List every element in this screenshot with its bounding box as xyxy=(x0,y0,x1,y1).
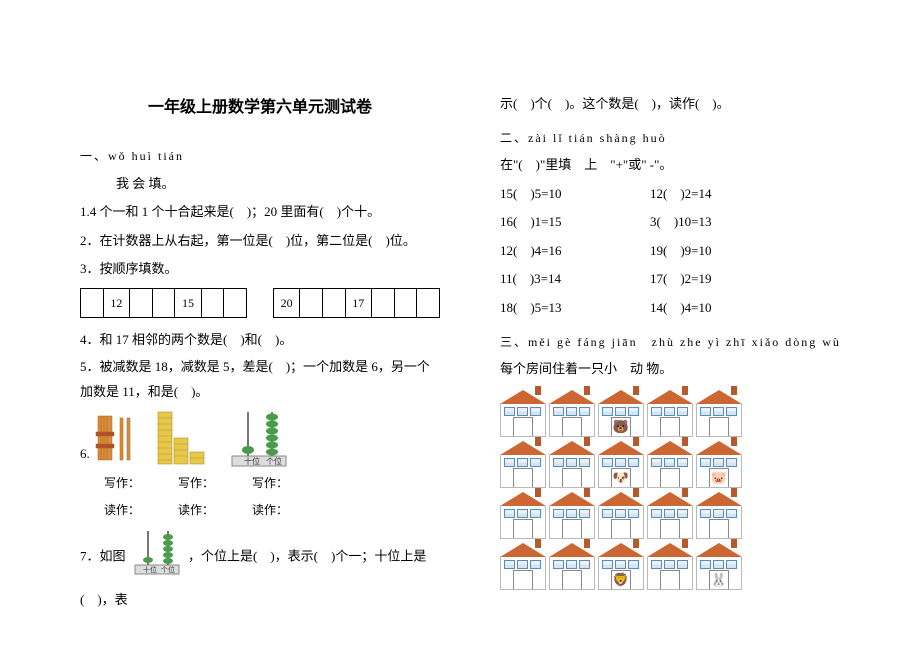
sequence-tables: 12 15 20 17 xyxy=(80,288,440,318)
seq1-cell xyxy=(152,288,175,317)
sequence-2: 20 17 xyxy=(273,288,440,318)
read-label: 读作： xyxy=(104,497,164,523)
eq: 17( )2=19 xyxy=(650,265,712,294)
eq: 16( )1=15 xyxy=(500,208,650,237)
seq2-cell xyxy=(371,288,394,317)
house-item xyxy=(549,441,595,489)
eq: 12( )2=14 xyxy=(650,180,712,209)
svg-text:个位: 个位 xyxy=(266,456,282,466)
eq: 11( )3=14 xyxy=(500,265,650,294)
q7-continued: 示( )个( )。这个数是( )，读作( )。 xyxy=(500,90,860,119)
house-item xyxy=(647,492,693,540)
eq: 14( )4=10 xyxy=(650,294,712,323)
seq1-cell xyxy=(201,288,224,317)
section1-pinyin: 一、wǒ huì tián xyxy=(80,143,440,169)
house-item xyxy=(647,441,693,489)
eq: 3( )10=13 xyxy=(650,208,712,237)
eq: 19( )9=10 xyxy=(650,237,712,266)
seq1-cell: 12 xyxy=(103,288,129,317)
house-item: 🐰 xyxy=(696,543,742,591)
blocks-icon xyxy=(156,408,212,468)
seq2-cell xyxy=(300,288,323,317)
house-item xyxy=(647,543,693,591)
seq1-cell: 15 xyxy=(175,288,201,317)
section2-label: 在"( )"里填 上 "+"或" -"。 xyxy=(500,151,860,180)
seq2-cell: 20 xyxy=(274,288,300,317)
write-label: 写作： xyxy=(104,470,164,496)
abacus-icon: 十位 个位 xyxy=(226,408,292,468)
house-grid: 🐻🐶 🐷 🦁 🐰 xyxy=(500,390,860,591)
q6-number: 6. xyxy=(80,440,90,469)
seq2-cell xyxy=(394,288,417,317)
seq1-cell xyxy=(81,288,104,317)
q7-prefix: 7．如图 xyxy=(80,548,126,563)
house-item: 🐶 xyxy=(598,441,644,489)
q5: 5．被减数是 18，减数是 5，差是( )；一个加数是 6，另一个加数是 11，… xyxy=(80,355,440,404)
q3: 3．按顺序填数。 xyxy=(80,255,440,284)
q4: 4．和 17 相邻的两个数是( )和( )。 xyxy=(80,326,440,355)
read-label: 读作： xyxy=(178,497,238,523)
svg-text:十位: 十位 xyxy=(143,565,157,574)
q1: 1.4 个一和 1 个十合起来是( )；20 里面有( )个十。 xyxy=(80,198,440,227)
house-item xyxy=(549,492,595,540)
section1-label: 我 会 填。 xyxy=(116,170,440,199)
read-label: 读作： xyxy=(252,497,312,523)
house-item: 🐷 xyxy=(696,441,742,489)
house-item xyxy=(549,543,595,591)
house-item xyxy=(500,543,546,591)
seq1-cell xyxy=(224,288,247,317)
sticks-icon xyxy=(94,408,142,468)
house-item: 🦁 xyxy=(598,543,644,591)
seq2-cell xyxy=(322,288,345,317)
house-item xyxy=(647,390,693,438)
write-label: 写作： xyxy=(252,470,312,496)
house-item xyxy=(696,390,742,438)
svg-text:个位: 个位 xyxy=(161,565,175,574)
right-column: 示( )个( )。这个数是( )，读作( )。 二、zài lǐ tián sh… xyxy=(500,90,860,614)
house-item xyxy=(500,441,546,489)
house-item xyxy=(598,492,644,540)
q6-images: 6. xyxy=(98,408,440,468)
house-item xyxy=(500,390,546,438)
seq2-cell xyxy=(417,288,440,317)
q7: 7．如图 十位 个位 ，个位上是( )，表示( )个一；十位上是( )，表 xyxy=(80,529,440,614)
abacus-small-icon: 十位 个位 xyxy=(131,529,183,586)
house-item xyxy=(696,492,742,540)
sequence-1: 12 15 xyxy=(80,288,247,318)
read-row: 读作： 读作： 读作： xyxy=(104,497,440,523)
section2-pinyin: 二、zài lǐ tián shàng huò xyxy=(500,125,860,151)
eq: 15( )5=10 xyxy=(500,180,650,209)
seq1-cell xyxy=(129,288,152,317)
eq: 12( )4=16 xyxy=(500,237,650,266)
q2: 2．在计数器上从右起，第一位是( )位，第二位是( )位。 xyxy=(80,227,440,256)
write-label: 写作： xyxy=(178,470,238,496)
section3-pinyin: 三、měi gè fáng jiān zhù zhe yì zhī xiǎo d… xyxy=(500,329,860,355)
write-row: 写作： 写作： 写作： xyxy=(104,470,440,496)
svg-text:十位: 十位 xyxy=(244,456,260,466)
house-item xyxy=(549,390,595,438)
document-title: 一年级上册数学第六单元测试卷 xyxy=(80,90,440,125)
house-item: 🐻 xyxy=(598,390,644,438)
section3-label: 每个房间住着一只小 动 物。 xyxy=(500,355,860,384)
eq: 18( )5=13 xyxy=(500,294,650,323)
seq2-cell: 17 xyxy=(345,288,371,317)
left-column: 一年级上册数学第六单元测试卷 一、wǒ huì tián 我 会 填。 1.4 … xyxy=(80,90,440,614)
house-item xyxy=(500,492,546,540)
